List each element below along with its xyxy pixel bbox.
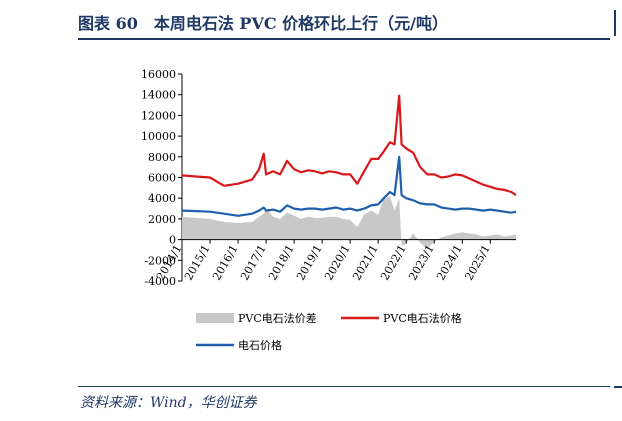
y-tick-label: 4000 [148,192,176,205]
legend-label: 电石价格 [238,338,282,352]
carbide-price-line [181,155,517,217]
y-axis: 16000 14000 12000 10000 8000 6000 4000 2000 0 -20… [141,68,183,288]
source-divider [78,386,610,387]
y-tick-label: -2000 [144,254,176,267]
chart-title: 图表 60 本周电石法 PVC 价格环比上行（元/吨） [78,14,449,33]
legend-swatch-spread [196,313,234,323]
y-tick-label: -4000 [144,275,176,288]
x-axis: 2014/12015/12016/12017/12018/12019/12020… [154,239,516,283]
title-bar: 图表 60 本周电石法 PVC 价格环比上行（元/吨） [78,8,610,40]
y-tick-label: 10000 [141,130,176,143]
x-tick-label: 2019/1 [294,243,325,283]
y-tick-label: 16000 [141,68,176,81]
adjacent-panel-edge-bottom [614,386,622,388]
x-tick-label: 2022/1 [378,243,409,283]
x-tick-label: 2017/1 [238,243,269,283]
x-tick-label: 2021/1 [350,243,381,283]
plot-area [181,94,517,249]
chart-area: 16000 14000 12000 10000 8000 6000 4000 2000 0 -20… [78,40,610,385]
x-tick-label: 2015/1 [182,243,213,283]
y-tick-label: 2000 [148,213,176,226]
x-tick-label: 2025/1 [462,243,493,283]
y-tick-label: 0 [169,234,176,247]
x-tick-label: 2016/1 [210,243,241,283]
legend-label: PVC电石法价差 [238,311,317,325]
y-tick-label: 8000 [148,151,176,164]
x-tick-label: 2018/1 [266,243,297,283]
adjacent-panel-edge [614,10,622,36]
x-tick-label: 2024/1 [434,243,465,283]
source-note: 资料来源：Wind，华创证券 [80,395,257,411]
y-tick-label: 6000 [148,172,176,185]
spread-area [182,196,516,249]
x-tick-label: 2020/1 [322,243,353,283]
line-chart: 16000 14000 12000 10000 8000 6000 4000 2000 0 -20… [141,68,517,352]
x-tick-label: 2023/1 [406,243,437,283]
pvc-price-line [181,94,517,197]
y-tick-label: 12000 [141,109,176,122]
legend-label: PVC电石法价格 [383,311,462,325]
y-tick-label: 14000 [141,89,176,102]
